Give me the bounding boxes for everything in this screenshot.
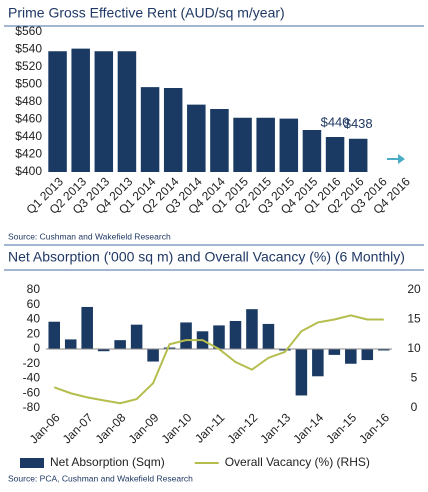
bar (246, 309, 258, 349)
legend-label: Overall Vacancy (%) (RHS) (225, 455, 370, 469)
legend-swatch (20, 458, 44, 468)
y-tick-label: 0 (411, 400, 418, 414)
source: Source: Cushman and Wakefield Research (8, 231, 171, 241)
bar (210, 109, 229, 172)
bar (48, 51, 67, 172)
y-tick-label: $560 (15, 24, 42, 38)
bar (130, 324, 143, 349)
bar (233, 117, 252, 172)
y-tick-label: 20 (407, 282, 421, 296)
bar (71, 48, 90, 172)
y-tick-label: $440 (15, 129, 42, 143)
y-tick-label: $540 (15, 42, 42, 56)
bar (295, 349, 308, 396)
y-tick-label: 10 (407, 341, 421, 355)
y-tick-label: 0 (33, 341, 40, 355)
bar (163, 347, 176, 349)
bar (180, 322, 192, 349)
bar (94, 51, 114, 172)
y-tick-label: $500 (15, 77, 42, 91)
bar (279, 118, 299, 172)
x-tick-label: Jan-14 (290, 410, 326, 446)
bar (348, 138, 368, 172)
legend-label: Net Absorption (Sqm) (50, 455, 165, 469)
source: Source: PCA, Cushman and Wakefield Resea… (8, 473, 193, 483)
forecast-arrow (387, 154, 405, 164)
bar (312, 349, 324, 377)
bar (302, 130, 322, 172)
y-tick-label: $480 (15, 94, 42, 108)
x-tick-label: Jan-13 (257, 410, 293, 446)
bar (361, 349, 374, 361)
bar (81, 306, 93, 349)
y-tick-label: 5 (411, 371, 418, 385)
line (53, 314, 384, 405)
y-tick-label: $420 (15, 147, 42, 161)
y-tick-label: -80 (23, 400, 41, 414)
bar (114, 340, 126, 349)
bar (256, 117, 275, 172)
bar (229, 320, 242, 349)
x-tick-label: Jan-12 (224, 410, 260, 446)
x-tick-label: Jan-15 (323, 410, 359, 446)
y-tick-label: -60 (23, 385, 41, 399)
bar (377, 349, 390, 351)
bar (163, 88, 183, 172)
bar (325, 137, 345, 172)
x-tick-label: Jan-09 (126, 410, 162, 446)
y-tick-label: 60 (27, 297, 41, 311)
bar (97, 349, 110, 352)
x-tick-label: Jan-16 (356, 410, 392, 446)
bar (64, 339, 77, 349)
y-tick-label: -40 (23, 371, 41, 385)
bar (187, 104, 206, 172)
bar (279, 349, 291, 351)
bar (147, 349, 159, 362)
bar (345, 349, 357, 364)
chart-title: Prime Gross Effective Rent (AUD/sq m/yea… (8, 5, 285, 21)
y-tick-label: $520 (15, 59, 42, 73)
x-tick-label: Jan-08 (93, 410, 129, 446)
x-tick-label: Jan-11 (192, 410, 227, 445)
x-tick-label: Jan-07 (60, 410, 96, 446)
value-label: $438 (344, 116, 373, 131)
bar (328, 349, 341, 355)
y-tick-label: 15 (407, 312, 421, 326)
x-tick-label: Jan-10 (159, 410, 195, 446)
y-tick-label: $400 (15, 164, 42, 178)
y-tick-label: -20 (23, 356, 41, 370)
bar (140, 87, 160, 172)
x-tick-label: Jan-06 (27, 410, 63, 446)
value-label: $440 (321, 114, 350, 129)
y-tick-label: 40 (27, 312, 41, 326)
chart-title: Net Absorption ('000 sq m) and Overall V… (8, 249, 405, 265)
y-tick-label: 80 (27, 282, 41, 296)
bar (117, 51, 137, 172)
bar (262, 323, 275, 349)
y-tick-label: 20 (27, 326, 41, 340)
bar (213, 325, 225, 349)
y-tick-label: $460 (15, 112, 42, 126)
bar (48, 321, 61, 349)
